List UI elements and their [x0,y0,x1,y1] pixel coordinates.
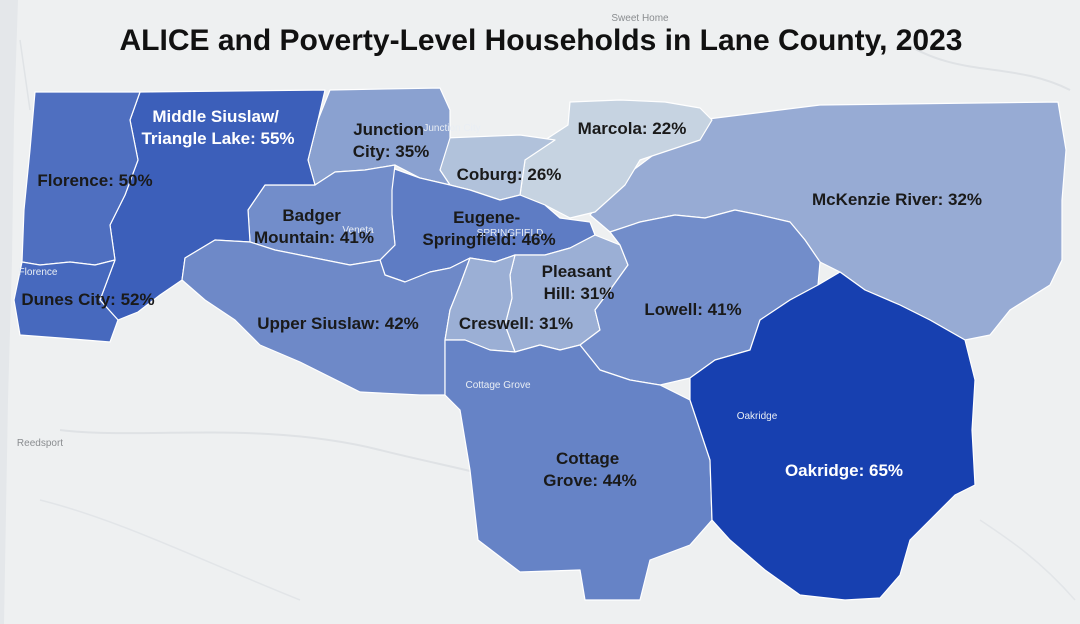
label-mckenzie-river: McKenzie River: 32% [812,190,982,209]
region-upper-siuslaw[interactable] [181,239,471,396]
label-coburg: Coburg: 26% [457,165,562,184]
label-eugene-springfield: Eugene- Springfield: 46% [422,208,555,249]
label-pleasant-hill: Pleasant Hill: 31% [542,262,617,303]
label-middle-siuslaw: Middle Siuslaw/ Triangle Lake: 55% [141,107,294,148]
place-cottage-grove: Cottage Grove [465,380,530,391]
region-dunes-city[interactable] [13,259,119,343]
place-florence: Florence [19,267,58,278]
place-oakridge: Oakridge [737,411,778,422]
place-junction-city: Junction City [423,123,480,134]
label-junction-city: Junction City: 35% [353,120,430,161]
place-reedsport: Reedsport [17,438,63,449]
place-labels: Sweet Home Junction City SPRINGFIELD Ven… [17,13,778,449]
label-upper-siuslaw: Upper Siuslaw: 42% [257,314,419,333]
label-florence: Florence: 50% [37,171,152,190]
map-title: ALICE and Poverty-Level Households in La… [120,24,963,57]
label-cottage-grove: Cottage Grove: 44% [543,449,637,490]
place-springfield: SPRINGFIELD [477,228,544,239]
label-badger-mountain: Badger Mountain: 41% [254,206,374,247]
place-sweet-home: Sweet Home [611,13,669,24]
label-dunes-city: Dunes City: 52% [21,290,154,309]
label-lowell: Lowell: 41% [644,300,741,319]
place-veneta: Veneta [342,225,374,236]
region-oakridge[interactable] [689,271,976,601]
label-oakridge: Oakridge: 65% [785,461,903,480]
region-labels: Middle Siuslaw/ Triangle Lake: 55% Flore… [21,107,982,490]
label-creswell: Creswell: 31% [459,314,573,333]
label-marcola: Marcola: 22% [578,119,687,138]
regions-layer [13,87,1067,601]
